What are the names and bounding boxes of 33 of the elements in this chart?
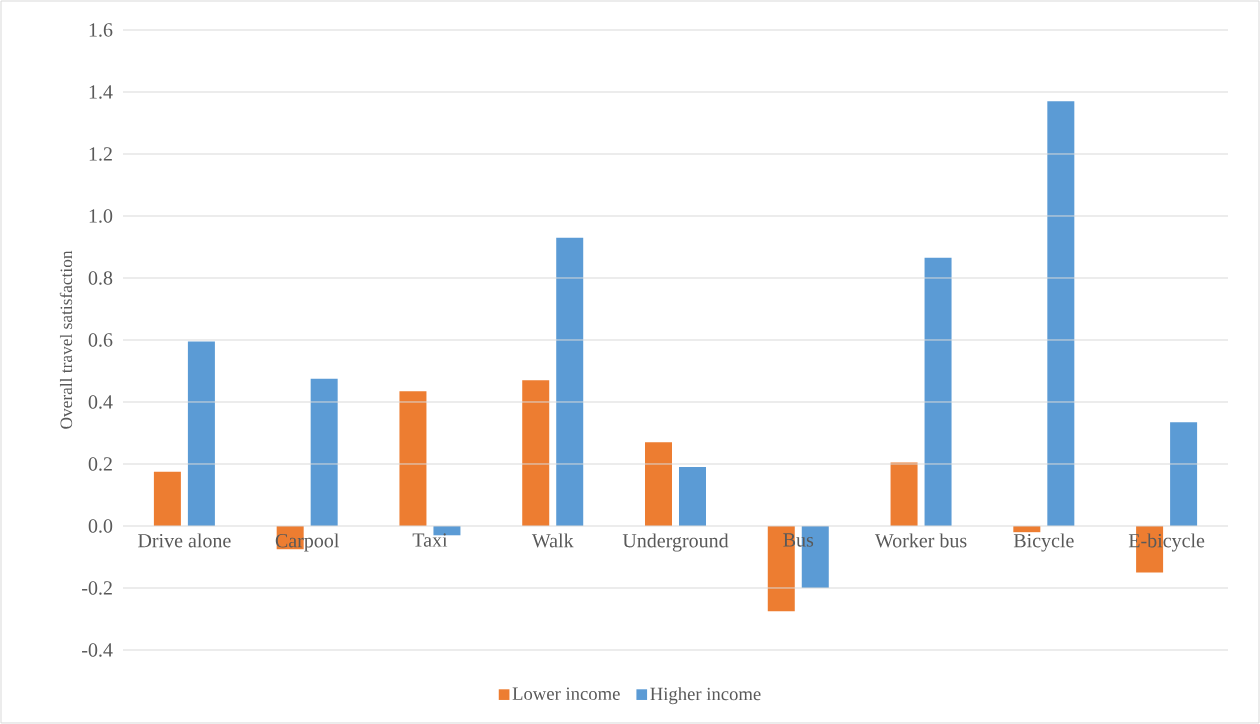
bar [645, 442, 672, 526]
x-tick-label: Bus [783, 533, 814, 547]
bar [679, 467, 706, 526]
y-axis-title: Overall travel satisfaction [59, 250, 73, 429]
x-tick-label: Bicycle [1013, 533, 1074, 552]
bar [187, 341, 215, 526]
y-tick-label: 1.4 [89, 85, 113, 99]
bar [1047, 101, 1075, 526]
bar [556, 237, 584, 526]
legend-label: Higher income [650, 687, 761, 705]
x-tick-label: Underground [622, 533, 729, 552]
y-tick-label: -0.4 [82, 643, 113, 657]
x-tick-label: Worker bus [874, 533, 967, 548]
y-tick-label: 1.6 [89, 23, 113, 37]
y-tick-label: 0.8 [88, 271, 113, 285]
y-tick-label: 0.2 [88, 457, 112, 471]
y-tick-label: 0.6 [88, 333, 113, 347]
x-tick-label: Taxi [412, 533, 448, 547]
bar [153, 471, 181, 526]
y-tick-label: 1.0 [89, 209, 113, 223]
y-tick-label: -0.2 [82, 581, 112, 595]
y-tick-label: 0.0 [88, 519, 113, 533]
bar [890, 462, 918, 526]
bar [924, 257, 952, 526]
x-tick-label: Walk [531, 533, 574, 548]
y-tick-label: 0.4 [88, 395, 113, 409]
legend-label: Lower income [512, 687, 620, 700]
bar [522, 380, 550, 526]
y-tick-label: 1.2 [89, 147, 112, 161]
bar [310, 378, 338, 526]
x-tick-label: Drive alone [138, 533, 231, 548]
bar [1170, 422, 1198, 526]
bar [399, 391, 427, 526]
